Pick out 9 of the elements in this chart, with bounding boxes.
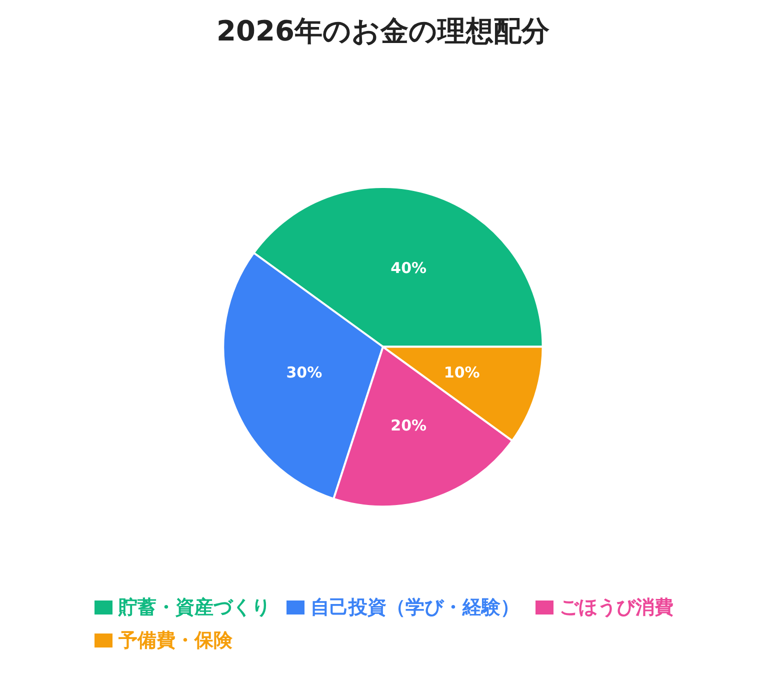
chart-title: 2026年のお金の理想配分 xyxy=(216,14,550,48)
legend-label: ごほうび消費 xyxy=(560,596,674,618)
legend-label: 予備費・保険 xyxy=(118,630,234,652)
data-label: 30% xyxy=(286,363,322,382)
data-label: 10% xyxy=(444,363,480,382)
legend-label: 貯蓄・資産づくり xyxy=(118,596,270,618)
data-label: 40% xyxy=(390,258,427,277)
data-label: 20% xyxy=(390,416,427,435)
legend-label: 自己投資（学び・経験） xyxy=(310,596,520,618)
